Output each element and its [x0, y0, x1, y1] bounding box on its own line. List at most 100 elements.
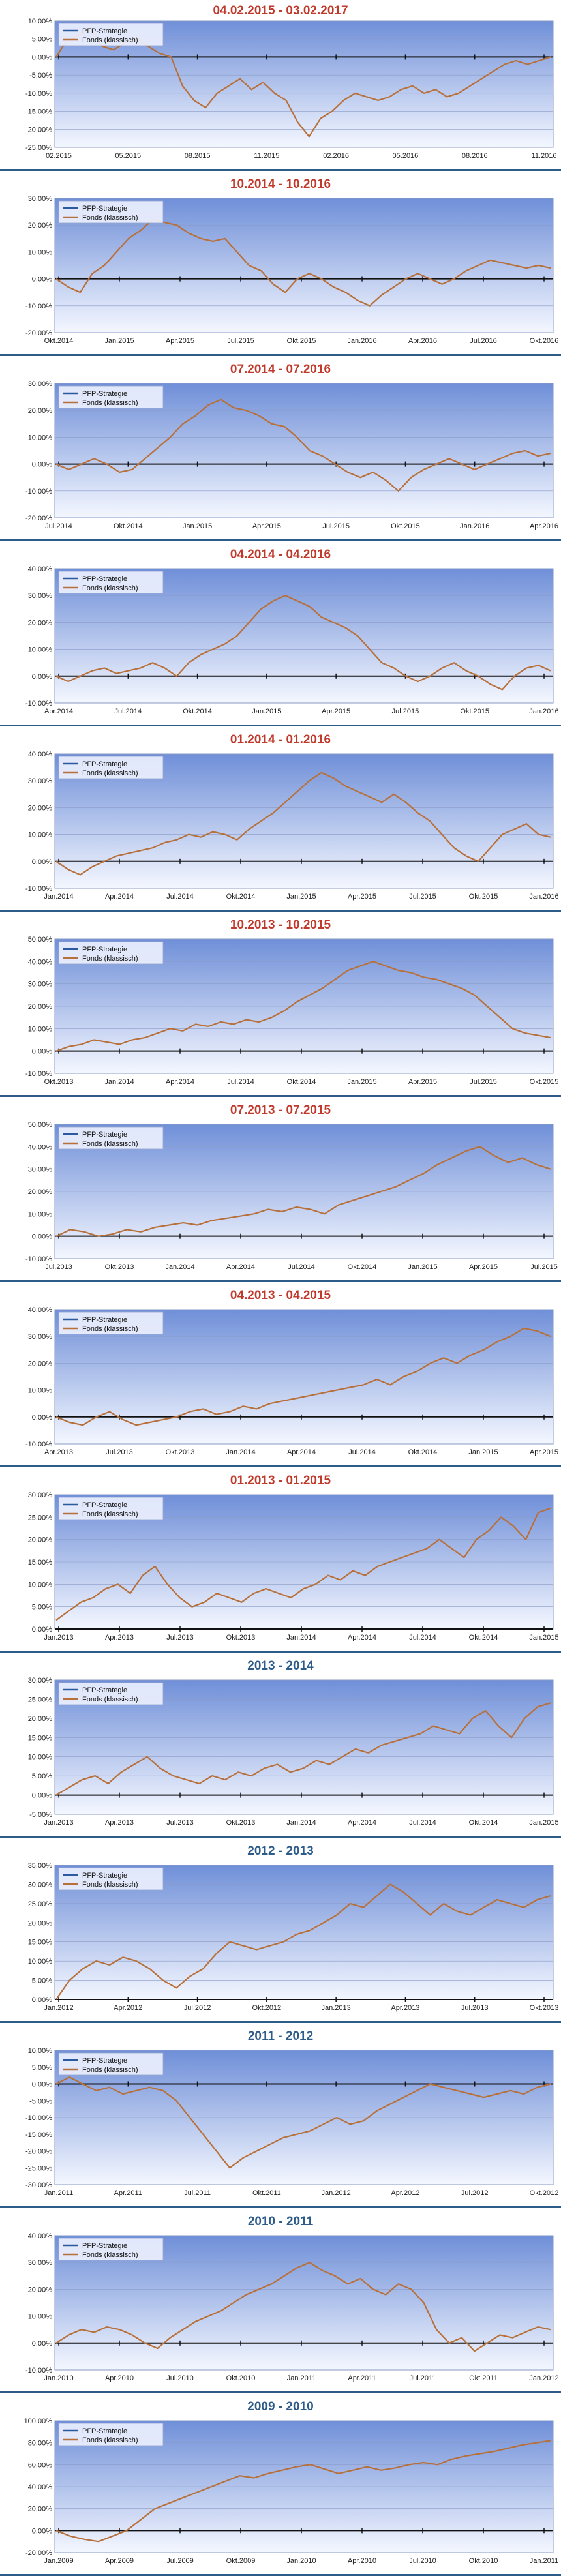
x-tick-label: Jul.2013: [45, 1263, 72, 1271]
x-tick-label: Okt.2009: [226, 2557, 256, 2565]
x-tick-label: Jan.2016: [460, 522, 489, 530]
legend-label: PFP-Strategie: [82, 2057, 127, 2065]
x-tick-label: Okt.2015: [530, 1078, 559, 1086]
series-line-fonds: [55, 961, 551, 1052]
chart-svg: 35,00% 30,00% 25,00% 20,00% 15,00% 10,00% 5,00…: [28, 1862, 559, 2012]
legend-box: [58, 1867, 164, 1891]
y-tick-label: 0,00%: [32, 1414, 52, 1422]
y-tick-label: 30,00%: [28, 592, 53, 600]
chart-panel: 04.02.2015 - 03.02.2017 10,00% 5,00% 0,00% -…: [0, 0, 561, 171]
y-tick-label: 0,00%: [32, 1048, 52, 1056]
x-tick-label: Jul.2010: [409, 2557, 436, 2565]
x-tick-label: Apr.2014: [348, 1819, 376, 1827]
y-tick-label: 0,00%: [32, 461, 52, 469]
x-tick-label: Jan.2014: [165, 1263, 194, 1271]
chart-panel: 01.2014 - 01.2016 40,00% 30,00% 20,00% 10,00…: [0, 726, 561, 912]
panel-separator: [0, 1095, 561, 1097]
x-tick-label: Okt.2014: [469, 1634, 498, 1641]
y-tick-label: 15,00%: [28, 1734, 53, 1742]
y-tick-label: -5,00%: [29, 1811, 52, 1819]
panel-separator: [0, 725, 561, 726]
x-tick-label: Jan.2012: [322, 2189, 351, 2197]
y-tick-label: 10,00%: [28, 1210, 53, 1218]
series-line-fonds: [55, 1702, 551, 1796]
y-tick-label: 30,00%: [28, 195, 53, 203]
x-tick-label: Okt.2015: [287, 337, 316, 345]
panel-separator: [0, 354, 561, 356]
y-tick-label: 30,00%: [28, 1333, 53, 1341]
x-tick-label: Jan.2016: [529, 708, 558, 715]
legend-box: [58, 571, 164, 594]
x-tick-label: Jul.2014: [227, 1078, 254, 1086]
x-tick-label: Jan.2015: [183, 522, 212, 530]
chart-title: 04.02.2015 - 03.02.2017: [213, 4, 348, 18]
x-tick-label: Jan.2010: [286, 2557, 316, 2565]
panel-separator: [0, 169, 561, 171]
series-line-fonds: [55, 1327, 551, 1426]
chart-title: 2013 - 2014: [247, 1659, 314, 1673]
x-tick-label: Okt.2014: [408, 1448, 438, 1456]
series-line-fonds: [55, 1507, 551, 1621]
y-tick-label: 15,00%: [28, 1559, 53, 1566]
y-tick-label: 20,00%: [28, 1715, 53, 1723]
y-tick-label: 10,00%: [28, 1581, 53, 1589]
x-tick-label: Apr.2016: [530, 522, 558, 530]
y-tick-label: 10,00%: [28, 1025, 53, 1033]
x-tick-label: Jul.2011: [184, 2189, 211, 2197]
chart-svg: 30,00% 25,00% 20,00% 15,00% 10,00% 5,00% 0,00%…: [28, 1491, 559, 1641]
legend-label: PFP-Strategie: [82, 946, 127, 953]
y-tick-label: 20,00%: [28, 1919, 53, 1927]
series-line-fonds: [55, 2076, 551, 2169]
y-tick-label: 10,00%: [28, 2313, 53, 2321]
x-tick-label: Apr.2014: [287, 1448, 316, 1456]
legend-label: Fonds (klassisch): [82, 399, 138, 407]
legend-label: Fonds (klassisch): [82, 770, 138, 777]
chart-svg: 50,00% 40,00% 30,00% 20,00% 10,00% 0,00% -10,0…: [25, 1121, 558, 1271]
x-tick-label: Jul.2015: [530, 1263, 558, 1271]
x-tick-label: Apr.2012: [391, 2189, 419, 2197]
y-tick-label: 40,00%: [28, 2483, 53, 2491]
legend-label: PFP-Strategie: [82, 575, 127, 583]
x-tick-label: Jan.2015: [347, 1078, 376, 1086]
y-tick-label: 5,00%: [32, 1604, 52, 1611]
y-tick-label: 30,00%: [28, 2259, 53, 2267]
legend-label: PFP-Strategie: [82, 205, 127, 213]
y-tick-label: 10,00%: [28, 831, 53, 839]
x-tick-label: 02.2016: [323, 152, 349, 160]
series-line-fonds: [55, 1883, 551, 2000]
chart-svg: 30,00%20,00%10,00%0,00%-10,00%-20,00%Okt…: [25, 195, 558, 345]
chart-title: 07.2014 - 07.2016: [230, 363, 331, 376]
legend-label: PFP-Strategie: [82, 1316, 127, 1324]
chart-svg: 40,00%30,00%20,00%10,00%0,00%-10,00%Apr.…: [25, 565, 559, 715]
y-tick-label: 10,00%: [28, 18, 53, 25]
y-tick-label: -20,00%: [25, 126, 52, 134]
y-tick-label: 20,00%: [28, 407, 53, 415]
chart-title: 04.2013 - 04.2015: [230, 1289, 331, 1302]
legend-label: PFP-Strategie: [82, 390, 127, 398]
x-tick-label: Jan.2010: [44, 2374, 73, 2382]
x-tick-label: Apr.2013: [105, 1634, 134, 1641]
x-tick-label: Okt.2013: [226, 1634, 256, 1641]
legend-label: Fonds (klassisch): [82, 584, 138, 592]
x-tick-label: Okt.2014: [114, 522, 143, 530]
panel-separator: [0, 910, 561, 912]
y-tick-label: -20,00%: [25, 2148, 52, 2156]
legend-label: Fonds (klassisch): [82, 2251, 138, 2259]
chart-panel: 07.2013 - 07.2015 50,00% 40,00% 30,00% 20,00…: [0, 1097, 561, 1282]
legend-label: PFP-Strategie: [82, 1872, 127, 1880]
chart-title: 10.2013 - 10.2015: [230, 918, 331, 932]
x-tick-label: Jul.2014: [348, 1448, 376, 1456]
chart-panel: 07.2014 - 07.2016 30,00% 20,00% 10,00% 0,00%…: [0, 356, 561, 541]
y-tick-label: 5,00%: [32, 36, 52, 44]
x-tick-label: Jan.2015: [286, 893, 316, 901]
x-tick-label: Apr.2016: [408, 337, 437, 345]
series-line-fonds: [55, 2440, 551, 2543]
y-tick-label: -30,00%: [25, 2181, 52, 2189]
y-tick-label: 40,00%: [28, 1143, 53, 1151]
chart-panel: 01.2013 - 01.2015 30,00% 25,00% 20,00% 15,00…: [0, 1467, 561, 1653]
series-line-fonds: [55, 771, 551, 876]
y-tick-label: 5,00%: [32, 2064, 52, 2072]
legend-label: PFP-Strategie: [82, 1686, 127, 1694]
chart-panel: 2009 - 2010 100,00% 80,00% 60,00% 40,00% 20,0…: [0, 2393, 561, 2576]
legend-label: Fonds (klassisch): [82, 37, 138, 44]
